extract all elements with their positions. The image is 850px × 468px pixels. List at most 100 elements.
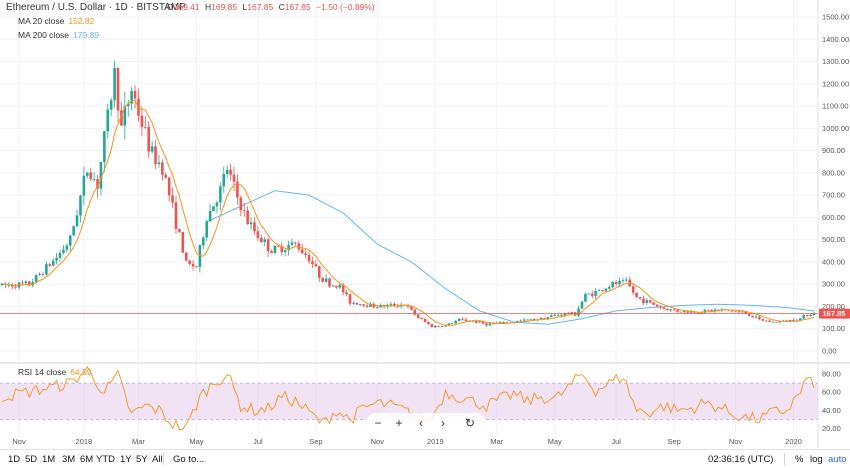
chevron-left-icon[interactable]: ‹ xyxy=(419,416,423,430)
time-tick-label: Nov xyxy=(729,437,743,446)
candle xyxy=(672,308,676,312)
range-button-3m[interactable]: 3M xyxy=(62,454,76,465)
candle xyxy=(734,311,737,313)
percent-toggle[interactable]: % xyxy=(795,454,804,465)
candle xyxy=(143,115,147,130)
candle xyxy=(485,322,488,327)
range-button-5d[interactable]: 5D xyxy=(25,454,38,465)
candle xyxy=(461,317,464,321)
rsi-line xyxy=(1,365,815,431)
candle xyxy=(631,284,635,295)
symbol-title[interactable]: Ethereum / U.S. Dollar · 1D · BITSTAMP xyxy=(6,2,186,13)
candle xyxy=(232,166,236,191)
candle xyxy=(212,206,215,212)
candle xyxy=(205,219,209,242)
candle xyxy=(242,202,246,217)
range-button-ytd[interactable]: YTD xyxy=(96,454,115,465)
candle xyxy=(62,245,65,255)
candle xyxy=(430,323,434,328)
candle xyxy=(331,284,335,287)
candle xyxy=(58,250,62,262)
candle xyxy=(236,174,239,205)
candle xyxy=(754,315,758,319)
candle xyxy=(85,172,89,179)
candle xyxy=(294,241,297,246)
candle xyxy=(82,166,86,206)
price-tick-label: 300.00 xyxy=(822,280,845,289)
log-toggle[interactable]: log xyxy=(810,454,823,465)
candle xyxy=(669,308,673,313)
candle xyxy=(215,200,219,214)
candle xyxy=(317,265,321,282)
candle xyxy=(413,308,417,316)
grid xyxy=(0,0,818,437)
candle xyxy=(208,203,212,222)
candle xyxy=(314,260,318,268)
candle xyxy=(474,319,478,324)
candle xyxy=(529,318,533,320)
bottom-toolbar: 1D 5D 1M 3M 6M YTD 1Y 5Y All Go to... 02:36:16 (… xyxy=(0,449,850,468)
time-tick-label: Sep xyxy=(309,437,322,446)
candle xyxy=(297,240,301,253)
price-tick-label: 200.00 xyxy=(822,302,845,311)
candle xyxy=(164,172,168,180)
candle xyxy=(580,300,584,309)
range-button-1d[interactable]: 1D xyxy=(8,454,21,465)
candle xyxy=(747,313,751,317)
candle xyxy=(642,295,645,306)
price-tick-label: 1100.00 xyxy=(822,102,849,111)
range-button-1m[interactable]: 1M xyxy=(42,454,56,465)
candle xyxy=(433,324,437,328)
candle xyxy=(246,206,249,225)
candle xyxy=(659,304,662,310)
goto-button[interactable]: Go to... xyxy=(173,454,205,465)
candle xyxy=(273,244,277,255)
candle xyxy=(679,311,683,313)
candle xyxy=(345,289,348,297)
price-tick-label: 100.00 xyxy=(822,324,845,333)
candle xyxy=(328,277,331,288)
candle xyxy=(10,283,14,290)
rsi-tick-label: 40.00 xyxy=(822,406,841,415)
time-tick-label: Mar xyxy=(132,437,145,446)
reset-icon[interactable]: ↻ xyxy=(464,416,476,430)
price-axis[interactable]: 1500.00 1400.00 1300.00 1200.00 1100.00 1000.… xyxy=(822,13,849,356)
candle xyxy=(219,182,222,211)
candle xyxy=(229,163,232,181)
candle xyxy=(75,209,79,228)
candle xyxy=(201,236,205,249)
candle xyxy=(522,318,526,322)
time-tick-label: May xyxy=(189,437,203,446)
rsi-legend[interactable]: RSI 14 close 64.59 xyxy=(18,367,92,377)
ma200-legend[interactable]: MA 200 close 179.89 xyxy=(18,30,99,40)
price-tick-label: 700.00 xyxy=(822,191,845,200)
range-button-5y[interactable]: 5Y xyxy=(136,454,148,465)
candle xyxy=(652,302,655,306)
time-axis[interactable]: Nov 2018 Mar May Jul Sep Nov 2019 Mar May Jul Sep No… xyxy=(12,437,801,446)
candle xyxy=(17,281,21,290)
minus-icon[interactable]: − xyxy=(374,416,382,430)
candle xyxy=(720,307,724,312)
auto-toggle[interactable]: auto xyxy=(828,454,847,465)
range-button-all[interactable]: All xyxy=(152,454,163,465)
price-tick-label: 1500.00 xyxy=(822,13,849,22)
candle xyxy=(4,282,7,288)
chevron-right-icon[interactable]: › xyxy=(441,416,445,430)
range-button-6m[interactable]: 6M xyxy=(80,454,94,465)
candle xyxy=(423,317,427,323)
price-tick-label: 800.00 xyxy=(822,168,845,177)
ma20-legend[interactable]: MA 20 close 152.82 xyxy=(18,16,95,26)
rsi-axis[interactable]: 80.00 60.00 40.00 20.00 xyxy=(822,370,841,433)
candle xyxy=(427,321,430,325)
candle xyxy=(618,277,621,286)
plus-icon[interactable]: + xyxy=(395,416,403,430)
time-tick-label: 2020 xyxy=(785,437,802,446)
time-tick-label: Nov xyxy=(371,437,385,446)
range-button-1y[interactable]: 1Y xyxy=(120,454,132,465)
ma20-path xyxy=(1,99,815,327)
candle xyxy=(805,314,809,318)
price-tick-label: 600.00 xyxy=(822,213,845,222)
candle xyxy=(178,228,181,233)
price-tick-label: 400.00 xyxy=(822,257,845,266)
